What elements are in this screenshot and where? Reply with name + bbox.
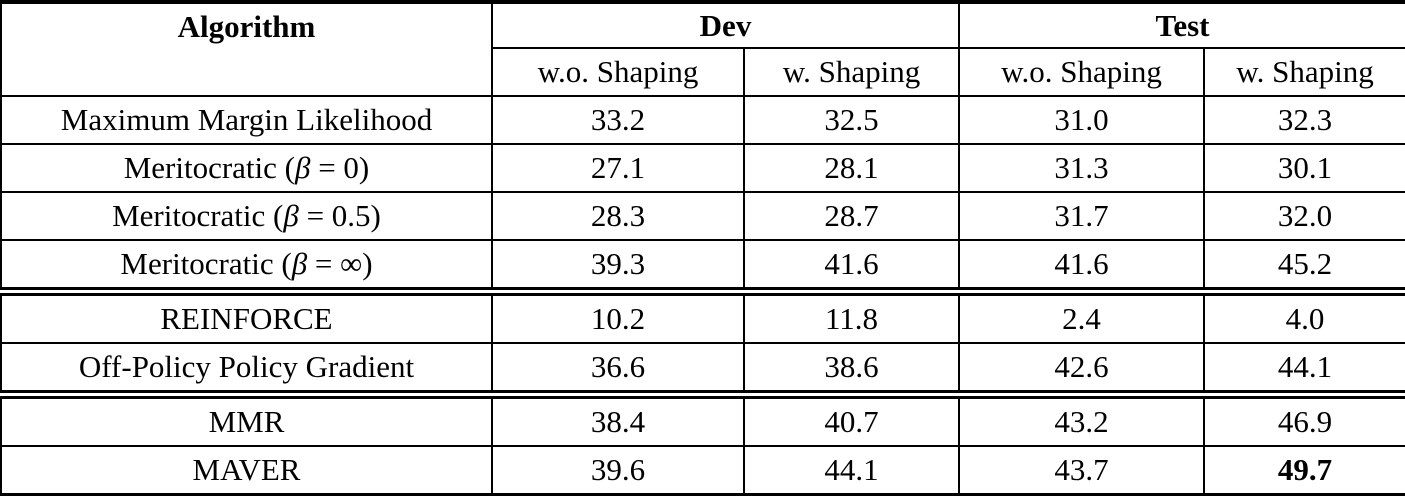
value-cell: 32.5 <box>743 95 960 145</box>
column-header-test-w-shaping: w. Shaping <box>1202 47 1405 97</box>
column-group-dev: Dev <box>491 1 960 49</box>
algorithm-name-cell: Off-Policy Policy Gradient <box>0 342 493 399</box>
beta-symbol: β <box>295 150 311 185</box>
value-cell: 31.3 <box>958 143 1205 193</box>
value-cell: 27.1 <box>491 143 745 193</box>
table-row: REINFORCE 10.2 11.8 2.4 4.0 <box>0 290 1405 344</box>
value-cell: 31.7 <box>958 191 1205 241</box>
value-cell: 28.1 <box>743 143 960 193</box>
value-cell: 49.7 <box>1202 445 1405 496</box>
table-row: Meritocratic (β = 0) 27.1 28.1 31.3 30.1 <box>0 143 1405 193</box>
value-cell: 28.7 <box>743 191 960 241</box>
column-group-test: Test <box>957 1 1405 49</box>
table-row: MAVER 39.6 44.1 43.7 49.7 <box>0 445 1405 496</box>
algorithm-name-cell: Maximum Margin Likelihood <box>0 95 493 145</box>
algorithm-name-cell: MMR <box>0 393 493 447</box>
value-cell: 43.7 <box>958 445 1205 496</box>
column-header-algorithm-label: Algorithm <box>177 9 316 44</box>
value-cell: 38.6 <box>743 342 960 399</box>
column-header-dev-wo-shaping: w.o. Shaping <box>491 47 745 97</box>
table-header: Algorithm Dev Test w.o. Shaping w. Shapi… <box>0 1 1405 97</box>
algorithm-name-cell: Meritocratic (β = ∞) <box>0 239 493 296</box>
table-row: Meritocratic (β = ∞) 39.3 41.6 41.6 45.2 <box>0 239 1405 296</box>
column-header-dev-w-shaping: w. Shaping <box>743 47 960 97</box>
value-cell: 28.3 <box>491 191 745 241</box>
value-cell: 43.2 <box>958 393 1205 447</box>
algorithm-name-cell: MAVER <box>0 445 493 496</box>
header-group-row: Algorithm Dev Test <box>0 1 1405 97</box>
value-cell: 41.6 <box>958 239 1205 296</box>
beta-symbol: β <box>291 246 308 281</box>
value-cell: 31.0 <box>958 95 1205 145</box>
value-cell: 33.2 <box>491 95 745 145</box>
value-cell: 32.0 <box>1202 191 1405 241</box>
value-cell: 39.3 <box>491 239 745 296</box>
value-cell: 30.1 <box>1202 143 1405 193</box>
table-row: Off-Policy Policy Gradient 36.6 38.6 42.6 44… <box>0 342 1405 399</box>
value-cell: 32.3 <box>1202 95 1405 145</box>
value-cell: 44.1 <box>1202 342 1405 399</box>
table-row: Meritocratic (β = 0.5) 28.3 28.7 31.7 32.0 <box>0 191 1405 241</box>
value-cell: 39.6 <box>491 445 745 496</box>
value-cell: 40.7 <box>743 393 960 447</box>
value-cell: 38.4 <box>491 393 745 447</box>
column-header-test-wo-shaping: w.o. Shaping <box>958 47 1205 97</box>
table-row: Maximum Margin Likelihood 33.2 32.5 31.0 32.… <box>0 95 1405 145</box>
algorithm-name-cell: Meritocratic (β = 0.5) <box>0 191 493 241</box>
value-cell: 10.2 <box>491 290 745 344</box>
value-cell: 2.4 <box>958 290 1205 344</box>
column-header-algorithm: Algorithm <box>0 1 493 97</box>
value-cell: 45.2 <box>1202 239 1405 296</box>
value-cell: 41.6 <box>743 239 960 296</box>
value-cell: 4.0 <box>1202 290 1405 344</box>
value-cell: 44.1 <box>743 445 960 496</box>
value-cell: 11.8 <box>743 290 960 344</box>
table-body: Maximum Margin Likelihood 33.2 32.5 31.0 32.… <box>0 95 1405 496</box>
beta-symbol: β <box>283 198 299 233</box>
algorithm-name-cell: REINFORCE <box>0 290 493 344</box>
value-cell: 36.6 <box>491 342 745 399</box>
header-sub-row: w.o. Shaping w. Shaping w.o. Shaping w. … <box>1 47 1405 97</box>
value-cell: 42.6 <box>958 342 1205 399</box>
algorithm-name-cell: Meritocratic (β = 0) <box>0 143 493 193</box>
value-cell: 46.9 <box>1202 393 1405 447</box>
table-row: MMR 38.4 40.7 43.2 46.9 <box>0 393 1405 447</box>
